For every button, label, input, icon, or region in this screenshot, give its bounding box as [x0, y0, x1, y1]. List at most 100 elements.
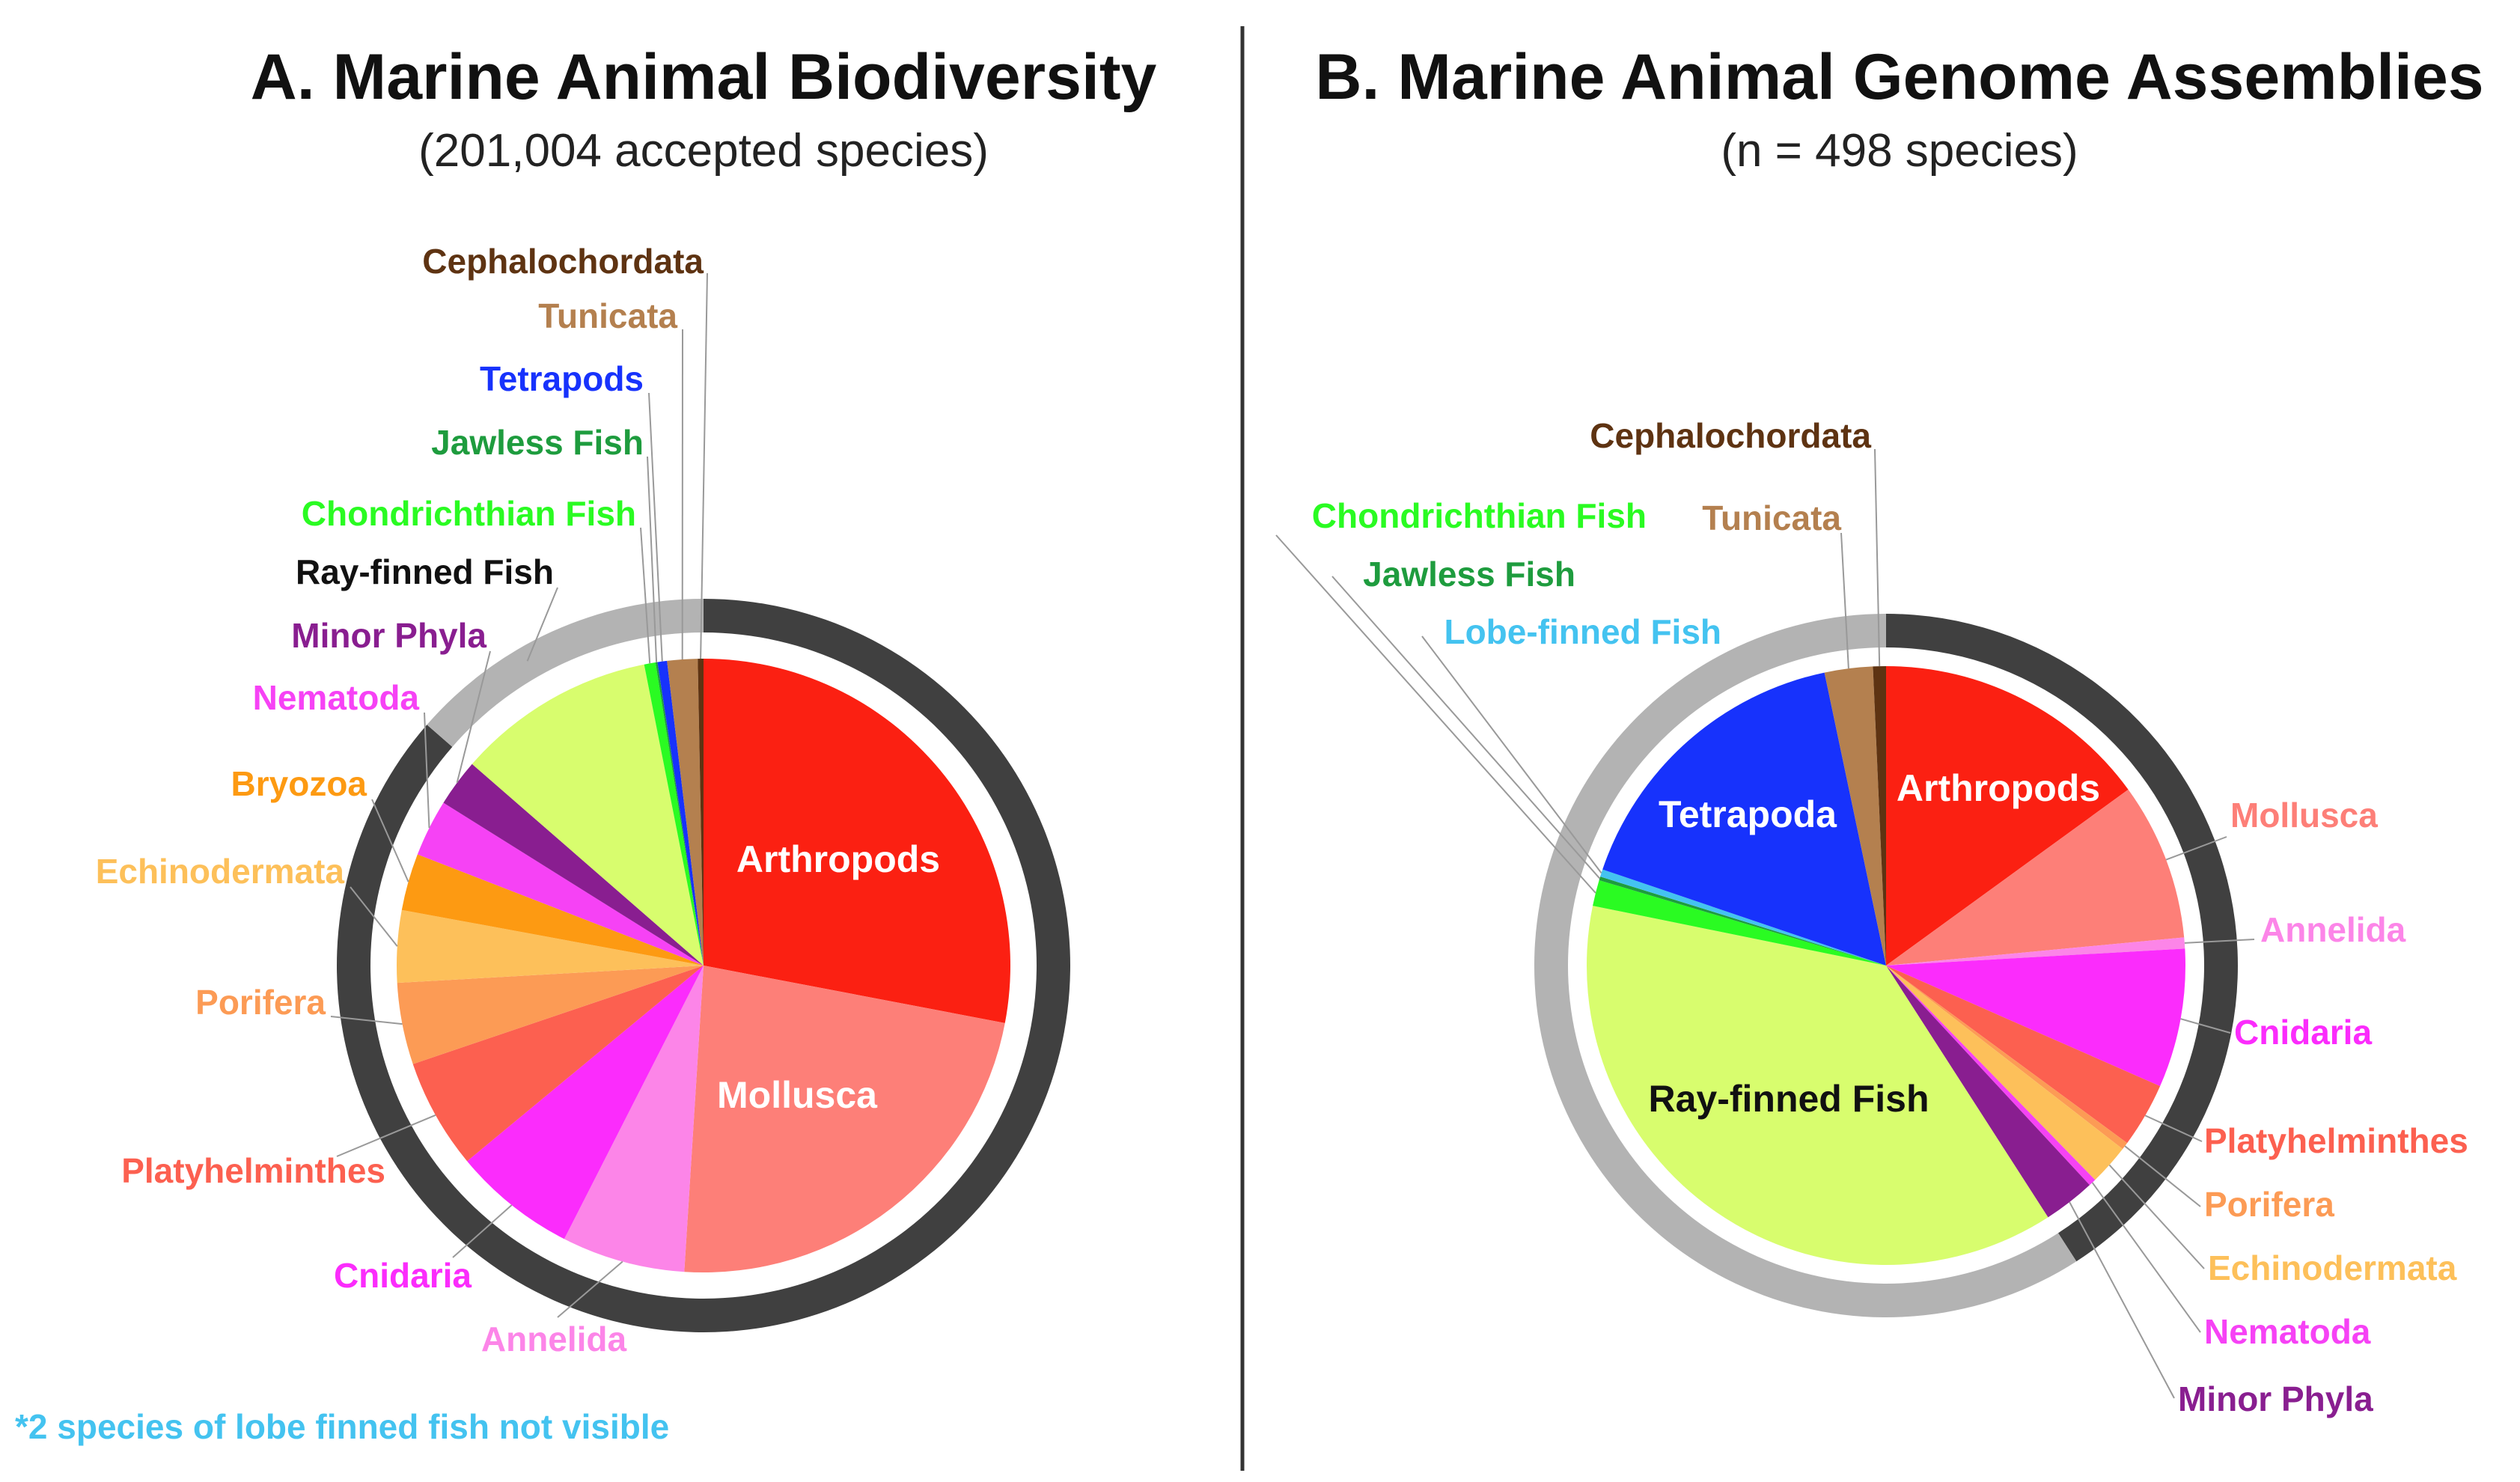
leader-cephalochordata: [1874, 448, 1881, 667]
leader-chondrichthian: [1275, 534, 1596, 894]
slice-bryozoa: [401, 854, 704, 966]
leader-jawless: [647, 456, 658, 662]
inner-label-arthropods: Arthropods: [1897, 767, 2100, 809]
label-echinodermata: Echinodermata: [96, 852, 345, 891]
leader-echinodermata: [2108, 1164, 2205, 1269]
label-nematoda: Nematoda: [253, 678, 420, 717]
leader-tetrapods: [648, 392, 663, 662]
label-cnidaria: Cnidaria: [2234, 1013, 2372, 1052]
pie-chart-a: Arthropods Mollusca Cephalochordata Tunicat…: [96, 242, 1071, 1358]
label-jawless: Jawless Fish: [1363, 555, 1575, 594]
label-mollusca: Mollusca: [2230, 796, 2378, 835]
leader-tunicata: [1840, 532, 1849, 669]
leader-minor-phyla: [2069, 1201, 2175, 1399]
label-minor-phyla: Minor Phyla: [2178, 1379, 2373, 1418]
leader-nematoda: [2091, 1182, 2201, 1333]
label-chondrichthian: Chondrichthian Fish: [302, 494, 636, 533]
leader-cnidaria: [452, 1204, 513, 1258]
slice-platyhelminthes: [412, 966, 704, 1162]
label-platyhelminthes: Platyhelminthes: [121, 1151, 385, 1190]
slice-porifera: [1886, 966, 2128, 1150]
label-platyhelminthes: Platyhelminthes: [2204, 1121, 2468, 1160]
panel-b-title: B. Marine Animal Genome Assemblies: [1315, 41, 2483, 113]
slice-cnidaria: [1886, 948, 2185, 1087]
slice-tetrapods: [657, 660, 704, 966]
leader-jawless: [1331, 576, 1601, 879]
leader-annelida: [2184, 939, 2255, 944]
label-chondrichthian: Chondrichthian Fish: [1312, 496, 1647, 535]
slice-annelida: [1886, 937, 2185, 966]
slice-lobe-finned: [1600, 869, 1886, 966]
leader-porifera: [2124, 1145, 2201, 1207]
slice-cnidaria: [467, 966, 704, 1239]
slice-cephalochordata: [698, 658, 704, 966]
slice-cephalochordata: [1873, 666, 1886, 966]
slice-platyhelminthes: [1886, 966, 2161, 1144]
leader-cephalochordata: [700, 272, 708, 659]
slice-ray-finned: [1587, 906, 2048, 1266]
slice-chondrichthian: [1593, 879, 1886, 966]
inner-label-ray-finned: Ray-finned Fish: [1648, 1078, 1929, 1120]
label-tetrapods: Tetrapods: [480, 359, 644, 398]
leader-platyhelminthes: [336, 1114, 436, 1157]
leader-nematoda: [424, 712, 430, 829]
slice-tunicata: [1824, 666, 1886, 966]
leader-lobe-finned: [1421, 635, 1602, 874]
label-lobe-finned: Lobe-finned Fish: [1444, 612, 1721, 651]
ring-invertebrates: [1886, 614, 2238, 1262]
slice-jawless: [655, 662, 704, 966]
label-cephalochordata: Cephalochordata: [422, 242, 704, 281]
footnote-lobe-finned: *2 species of lobe finned fish not visib…: [15, 1407, 669, 1446]
leader-echinodermata: [350, 886, 398, 947]
leader-porifera: [330, 1016, 403, 1025]
slice-tunicata: [667, 659, 704, 966]
slice-annelida: [564, 966, 704, 1272]
label-tunicata: Tunicata: [1702, 498, 1841, 537]
leader-annelida: [557, 1260, 623, 1318]
label-bryozoa: Bryozoa: [231, 764, 367, 803]
slice-mollusca: [684, 966, 1005, 1272]
pie-chart-b: Arthropods Tetrapoda Ray-finned Fish Cephal…: [1275, 416, 2468, 1418]
label-ray-finned: Ray-finned Fish: [296, 552, 554, 591]
slice-echinodermata: [1886, 966, 2123, 1180]
slice-minor-phyla: [1886, 966, 2090, 1218]
leader-platyhelminthes: [2144, 1114, 2203, 1142]
inner-label-arthropods: Arthropods: [736, 838, 940, 880]
slice-jawless: [1599, 876, 1886, 966]
slice-tetrapods: [1602, 672, 1886, 966]
slice-arthropods: [1886, 666, 2129, 966]
slice-ray-finned: [472, 664, 704, 966]
ring-chordates: [427, 599, 704, 747]
label-minor-phyla: Minor Phyla: [291, 616, 486, 655]
inner-label-tetrapods: Tetrapoda: [1659, 793, 1837, 835]
slice-echinodermata: [397, 909, 704, 984]
slice-porifera: [397, 966, 704, 1064]
label-annelida: Annelida: [2260, 910, 2406, 949]
label-tunicata: Tunicata: [538, 296, 677, 335]
slice-chondrichthian: [644, 662, 704, 966]
label-echinodermata: Echinodermata: [2208, 1248, 2457, 1287]
leader-ray-finned: [526, 587, 558, 662]
label-jawless: Jawless Fish: [431, 423, 644, 462]
panel-a-subtitle: (201,004 accepted species): [418, 125, 989, 177]
slice-nematoda: [417, 802, 704, 966]
panel-b-subtitle: (n = 498 species): [1721, 125, 2078, 177]
inner-label-mollusca: Mollusca: [717, 1074, 878, 1116]
slice-mollusca: [1886, 789, 2185, 966]
slice-nematoda: [1886, 966, 2096, 1186]
label-cnidaria: Cnidaria: [334, 1256, 472, 1295]
leader-bryozoa: [371, 799, 409, 882]
leader-mollusca: [2165, 836, 2227, 861]
slice-minor-phyla: [443, 763, 704, 966]
panel-a-title: A. Marine Animal Biodiversity: [251, 41, 1157, 113]
leader-cnidaria: [2180, 1018, 2231, 1034]
label-cephalochordata: Cephalochordata: [1590, 416, 1871, 455]
leader-minor-phyla: [456, 650, 491, 784]
label-annelida: Annelida: [481, 1320, 627, 1358]
label-nematoda: Nematoda: [2204, 1312, 2371, 1351]
leader-chondrichthian: [640, 527, 651, 664]
label-porifera: Porifera: [195, 983, 326, 1022]
slice-arthropods: [704, 659, 1011, 1023]
label-porifera: Porifera: [2204, 1185, 2334, 1224]
